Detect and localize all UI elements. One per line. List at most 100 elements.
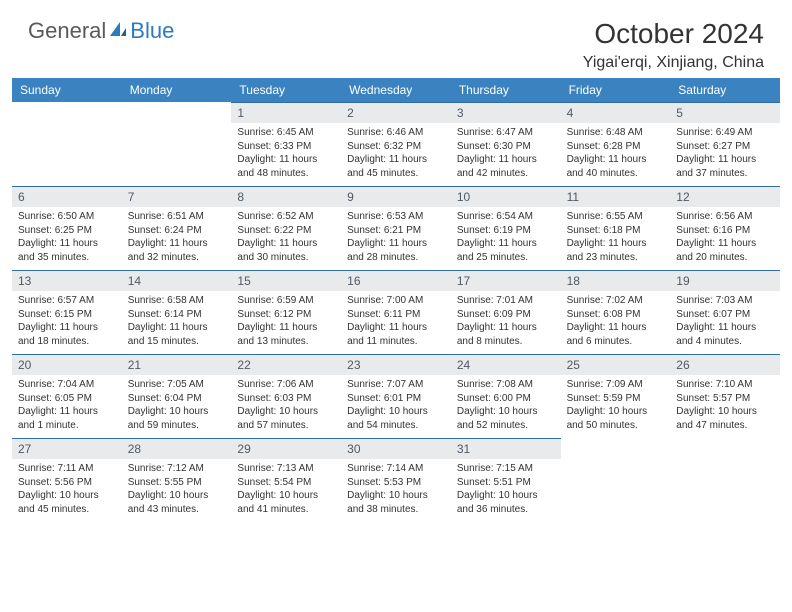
sunset-text: Sunset: 6:08 PM [567, 308, 665, 322]
day-number: 9 [341, 186, 451, 207]
day-detail: Sunrise: 7:15 AMSunset: 5:51 PMDaylight:… [451, 459, 561, 522]
day-number: 11 [561, 186, 671, 207]
sunrise-text: Sunrise: 6:45 AM [237, 126, 335, 140]
day-cell: 25Sunrise: 7:09 AMSunset: 5:59 PMDayligh… [561, 354, 671, 438]
day-number: 3 [451, 102, 561, 123]
day-cell: 24Sunrise: 7:08 AMSunset: 6:00 PMDayligh… [451, 354, 561, 438]
day-number: 6 [12, 186, 122, 207]
sunset-text: Sunset: 5:57 PM [676, 392, 774, 406]
day-cell: 3Sunrise: 6:47 AMSunset: 6:30 PMDaylight… [451, 102, 561, 186]
daylight-text: Daylight: 11 hours and 20 minutes. [676, 237, 774, 264]
sunrise-text: Sunrise: 6:55 AM [567, 210, 665, 224]
sunrise-text: Sunrise: 7:09 AM [567, 378, 665, 392]
day-number: 20 [12, 354, 122, 375]
sunrise-text: Sunrise: 6:54 AM [457, 210, 555, 224]
daylight-text: Daylight: 11 hours and 37 minutes. [676, 153, 774, 180]
day-number: 14 [122, 270, 232, 291]
sunset-text: Sunset: 6:27 PM [676, 140, 774, 154]
day-number: 24 [451, 354, 561, 375]
day-detail: Sunrise: 7:05 AMSunset: 6:04 PMDaylight:… [122, 375, 232, 438]
day-cell: 8Sunrise: 6:52 AMSunset: 6:22 PMDaylight… [231, 186, 341, 270]
daylight-text: Daylight: 11 hours and 35 minutes. [18, 237, 116, 264]
day-cell: 21Sunrise: 7:05 AMSunset: 6:04 PMDayligh… [122, 354, 232, 438]
empty-cell [12, 102, 122, 186]
daylight-text: Daylight: 10 hours and 36 minutes. [457, 489, 555, 516]
day-number: 27 [12, 438, 122, 459]
day-number: 30 [341, 438, 451, 459]
sunrise-text: Sunrise: 7:00 AM [347, 294, 445, 308]
daylight-text: Daylight: 10 hours and 59 minutes. [128, 405, 226, 432]
daylight-text: Daylight: 11 hours and 11 minutes. [347, 321, 445, 348]
daylight-text: Daylight: 10 hours and 57 minutes. [237, 405, 335, 432]
daylight-text: Daylight: 10 hours and 47 minutes. [676, 405, 774, 432]
day-number: 26 [670, 354, 780, 375]
daylight-text: Daylight: 11 hours and 13 minutes. [237, 321, 335, 348]
day-detail: Sunrise: 7:07 AMSunset: 6:01 PMDaylight:… [341, 375, 451, 438]
sunrise-text: Sunrise: 6:59 AM [237, 294, 335, 308]
daylight-text: Daylight: 10 hours and 41 minutes. [237, 489, 335, 516]
sunset-text: Sunset: 6:32 PM [347, 140, 445, 154]
sunrise-text: Sunrise: 7:11 AM [18, 462, 116, 476]
day-cell: 2Sunrise: 6:46 AMSunset: 6:32 PMDaylight… [341, 102, 451, 186]
sunrise-text: Sunrise: 6:49 AM [676, 126, 774, 140]
daylight-text: Daylight: 10 hours and 52 minutes. [457, 405, 555, 432]
empty-cell [122, 102, 232, 186]
daylight-text: Daylight: 10 hours and 45 minutes. [18, 489, 116, 516]
day-detail: Sunrise: 7:14 AMSunset: 5:53 PMDaylight:… [341, 459, 451, 522]
sunset-text: Sunset: 6:05 PM [18, 392, 116, 406]
logo-text-general: General [28, 18, 106, 44]
day-number: 23 [341, 354, 451, 375]
daylight-text: Daylight: 11 hours and 28 minutes. [347, 237, 445, 264]
day-detail: Sunrise: 6:48 AMSunset: 6:28 PMDaylight:… [561, 123, 671, 186]
day-cell: 28Sunrise: 7:12 AMSunset: 5:55 PMDayligh… [122, 438, 232, 522]
day-number: 15 [231, 270, 341, 291]
day-detail: Sunrise: 7:12 AMSunset: 5:55 PMDaylight:… [122, 459, 232, 522]
daylight-text: Daylight: 11 hours and 4 minutes. [676, 321, 774, 348]
sunset-text: Sunset: 6:33 PM [237, 140, 335, 154]
sunset-text: Sunset: 6:21 PM [347, 224, 445, 238]
daylight-text: Daylight: 11 hours and 42 minutes. [457, 153, 555, 180]
day-detail: Sunrise: 7:04 AMSunset: 6:05 PMDaylight:… [12, 375, 122, 438]
day-cell: 23Sunrise: 7:07 AMSunset: 6:01 PMDayligh… [341, 354, 451, 438]
sunset-text: Sunset: 5:53 PM [347, 476, 445, 490]
day-detail: Sunrise: 7:06 AMSunset: 6:03 PMDaylight:… [231, 375, 341, 438]
weekday-header: Wednesday [341, 78, 451, 102]
day-detail: Sunrise: 7:08 AMSunset: 6:00 PMDaylight:… [451, 375, 561, 438]
day-number: 31 [451, 438, 561, 459]
day-detail: Sunrise: 7:00 AMSunset: 6:11 PMDaylight:… [341, 291, 451, 354]
day-number: 13 [12, 270, 122, 291]
day-detail: Sunrise: 6:45 AMSunset: 6:33 PMDaylight:… [231, 123, 341, 186]
day-cell: 26Sunrise: 7:10 AMSunset: 5:57 PMDayligh… [670, 354, 780, 438]
day-cell: 15Sunrise: 6:59 AMSunset: 6:12 PMDayligh… [231, 270, 341, 354]
daylight-text: Daylight: 11 hours and 18 minutes. [18, 321, 116, 348]
sunset-text: Sunset: 6:00 PM [457, 392, 555, 406]
day-number: 16 [341, 270, 451, 291]
day-number: 29 [231, 438, 341, 459]
location-text: Yigai'erqi, Xinjiang, China [583, 54, 764, 72]
sunrise-text: Sunrise: 7:06 AM [237, 378, 335, 392]
day-detail: Sunrise: 6:56 AMSunset: 6:16 PMDaylight:… [670, 207, 780, 270]
day-number: 19 [670, 270, 780, 291]
day-cell: 6Sunrise: 6:50 AMSunset: 6:25 PMDaylight… [12, 186, 122, 270]
day-number: 5 [670, 102, 780, 123]
sunrise-text: Sunrise: 6:48 AM [567, 126, 665, 140]
sunrise-text: Sunrise: 6:56 AM [676, 210, 774, 224]
logo: General Blue [28, 18, 174, 44]
sunset-text: Sunset: 6:18 PM [567, 224, 665, 238]
sunrise-text: Sunrise: 7:02 AM [567, 294, 665, 308]
weekday-header: Sunday [12, 78, 122, 102]
day-detail: Sunrise: 6:51 AMSunset: 6:24 PMDaylight:… [122, 207, 232, 270]
day-detail: Sunrise: 7:10 AMSunset: 5:57 PMDaylight:… [670, 375, 780, 438]
daylight-text: Daylight: 11 hours and 15 minutes. [128, 321, 226, 348]
day-cell: 7Sunrise: 6:51 AMSunset: 6:24 PMDaylight… [122, 186, 232, 270]
weekday-header: Saturday [670, 78, 780, 102]
day-detail: Sunrise: 6:59 AMSunset: 6:12 PMDaylight:… [231, 291, 341, 354]
sail-icon [108, 20, 128, 43]
daylight-text: Daylight: 10 hours and 38 minutes. [347, 489, 445, 516]
sunrise-text: Sunrise: 6:51 AM [128, 210, 226, 224]
day-detail: Sunrise: 7:02 AMSunset: 6:08 PMDaylight:… [561, 291, 671, 354]
sunset-text: Sunset: 6:12 PM [237, 308, 335, 322]
day-cell: 10Sunrise: 6:54 AMSunset: 6:19 PMDayligh… [451, 186, 561, 270]
day-number: 10 [451, 186, 561, 207]
day-cell: 17Sunrise: 7:01 AMSunset: 6:09 PMDayligh… [451, 270, 561, 354]
